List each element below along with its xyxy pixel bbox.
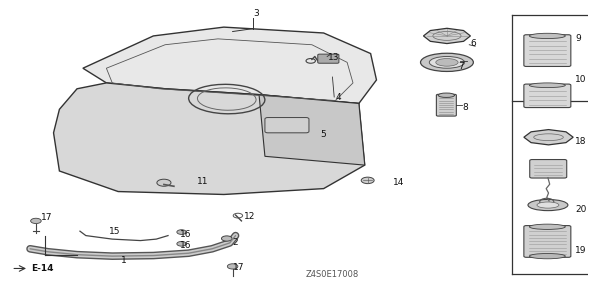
Text: 19: 19: [575, 246, 586, 255]
FancyBboxPatch shape: [530, 160, 567, 178]
Polygon shape: [54, 83, 365, 194]
Circle shape: [221, 236, 232, 241]
FancyBboxPatch shape: [318, 54, 339, 63]
Circle shape: [177, 230, 186, 235]
Text: 16: 16: [180, 230, 191, 239]
Text: 4: 4: [335, 93, 341, 102]
Polygon shape: [424, 28, 470, 44]
Text: 5: 5: [321, 130, 326, 139]
FancyBboxPatch shape: [524, 35, 571, 66]
Circle shape: [157, 179, 171, 186]
FancyBboxPatch shape: [437, 94, 456, 116]
Text: 17: 17: [41, 214, 52, 222]
FancyBboxPatch shape: [524, 84, 571, 108]
Polygon shape: [83, 27, 376, 104]
Text: 16: 16: [180, 241, 191, 250]
Text: 10: 10: [575, 76, 586, 84]
Text: 9: 9: [575, 34, 581, 43]
FancyBboxPatch shape: [265, 117, 309, 133]
Text: 12: 12: [244, 212, 255, 221]
Text: 14: 14: [393, 178, 404, 187]
Ellipse shape: [436, 58, 458, 66]
Polygon shape: [259, 95, 365, 165]
Circle shape: [177, 241, 186, 246]
Ellipse shape: [529, 224, 565, 230]
Text: 20: 20: [575, 205, 586, 214]
Ellipse shape: [421, 53, 473, 71]
Ellipse shape: [528, 199, 568, 211]
Text: Z4S0E17008: Z4S0E17008: [306, 270, 359, 279]
Ellipse shape: [537, 202, 559, 208]
Text: 11: 11: [198, 177, 209, 186]
Circle shape: [31, 218, 41, 224]
Polygon shape: [524, 130, 573, 145]
Text: 18: 18: [575, 137, 586, 146]
Text: 13: 13: [329, 53, 340, 63]
Text: 15: 15: [109, 227, 121, 236]
Ellipse shape: [529, 253, 565, 259]
Text: 8: 8: [463, 103, 468, 112]
Text: 3: 3: [253, 9, 259, 18]
Ellipse shape: [438, 93, 454, 97]
Text: 6: 6: [470, 39, 476, 48]
Ellipse shape: [529, 83, 565, 88]
Text: 17: 17: [232, 263, 244, 272]
Text: 2: 2: [232, 238, 238, 248]
Text: E-14: E-14: [31, 264, 54, 273]
Text: 1: 1: [121, 256, 127, 265]
FancyBboxPatch shape: [524, 226, 571, 257]
Text: ereplacementparts.com: ereplacementparts.com: [132, 141, 281, 154]
Circle shape: [361, 177, 374, 183]
Ellipse shape: [430, 56, 464, 68]
Ellipse shape: [529, 33, 565, 39]
Text: 7: 7: [458, 62, 464, 71]
Circle shape: [227, 264, 238, 269]
